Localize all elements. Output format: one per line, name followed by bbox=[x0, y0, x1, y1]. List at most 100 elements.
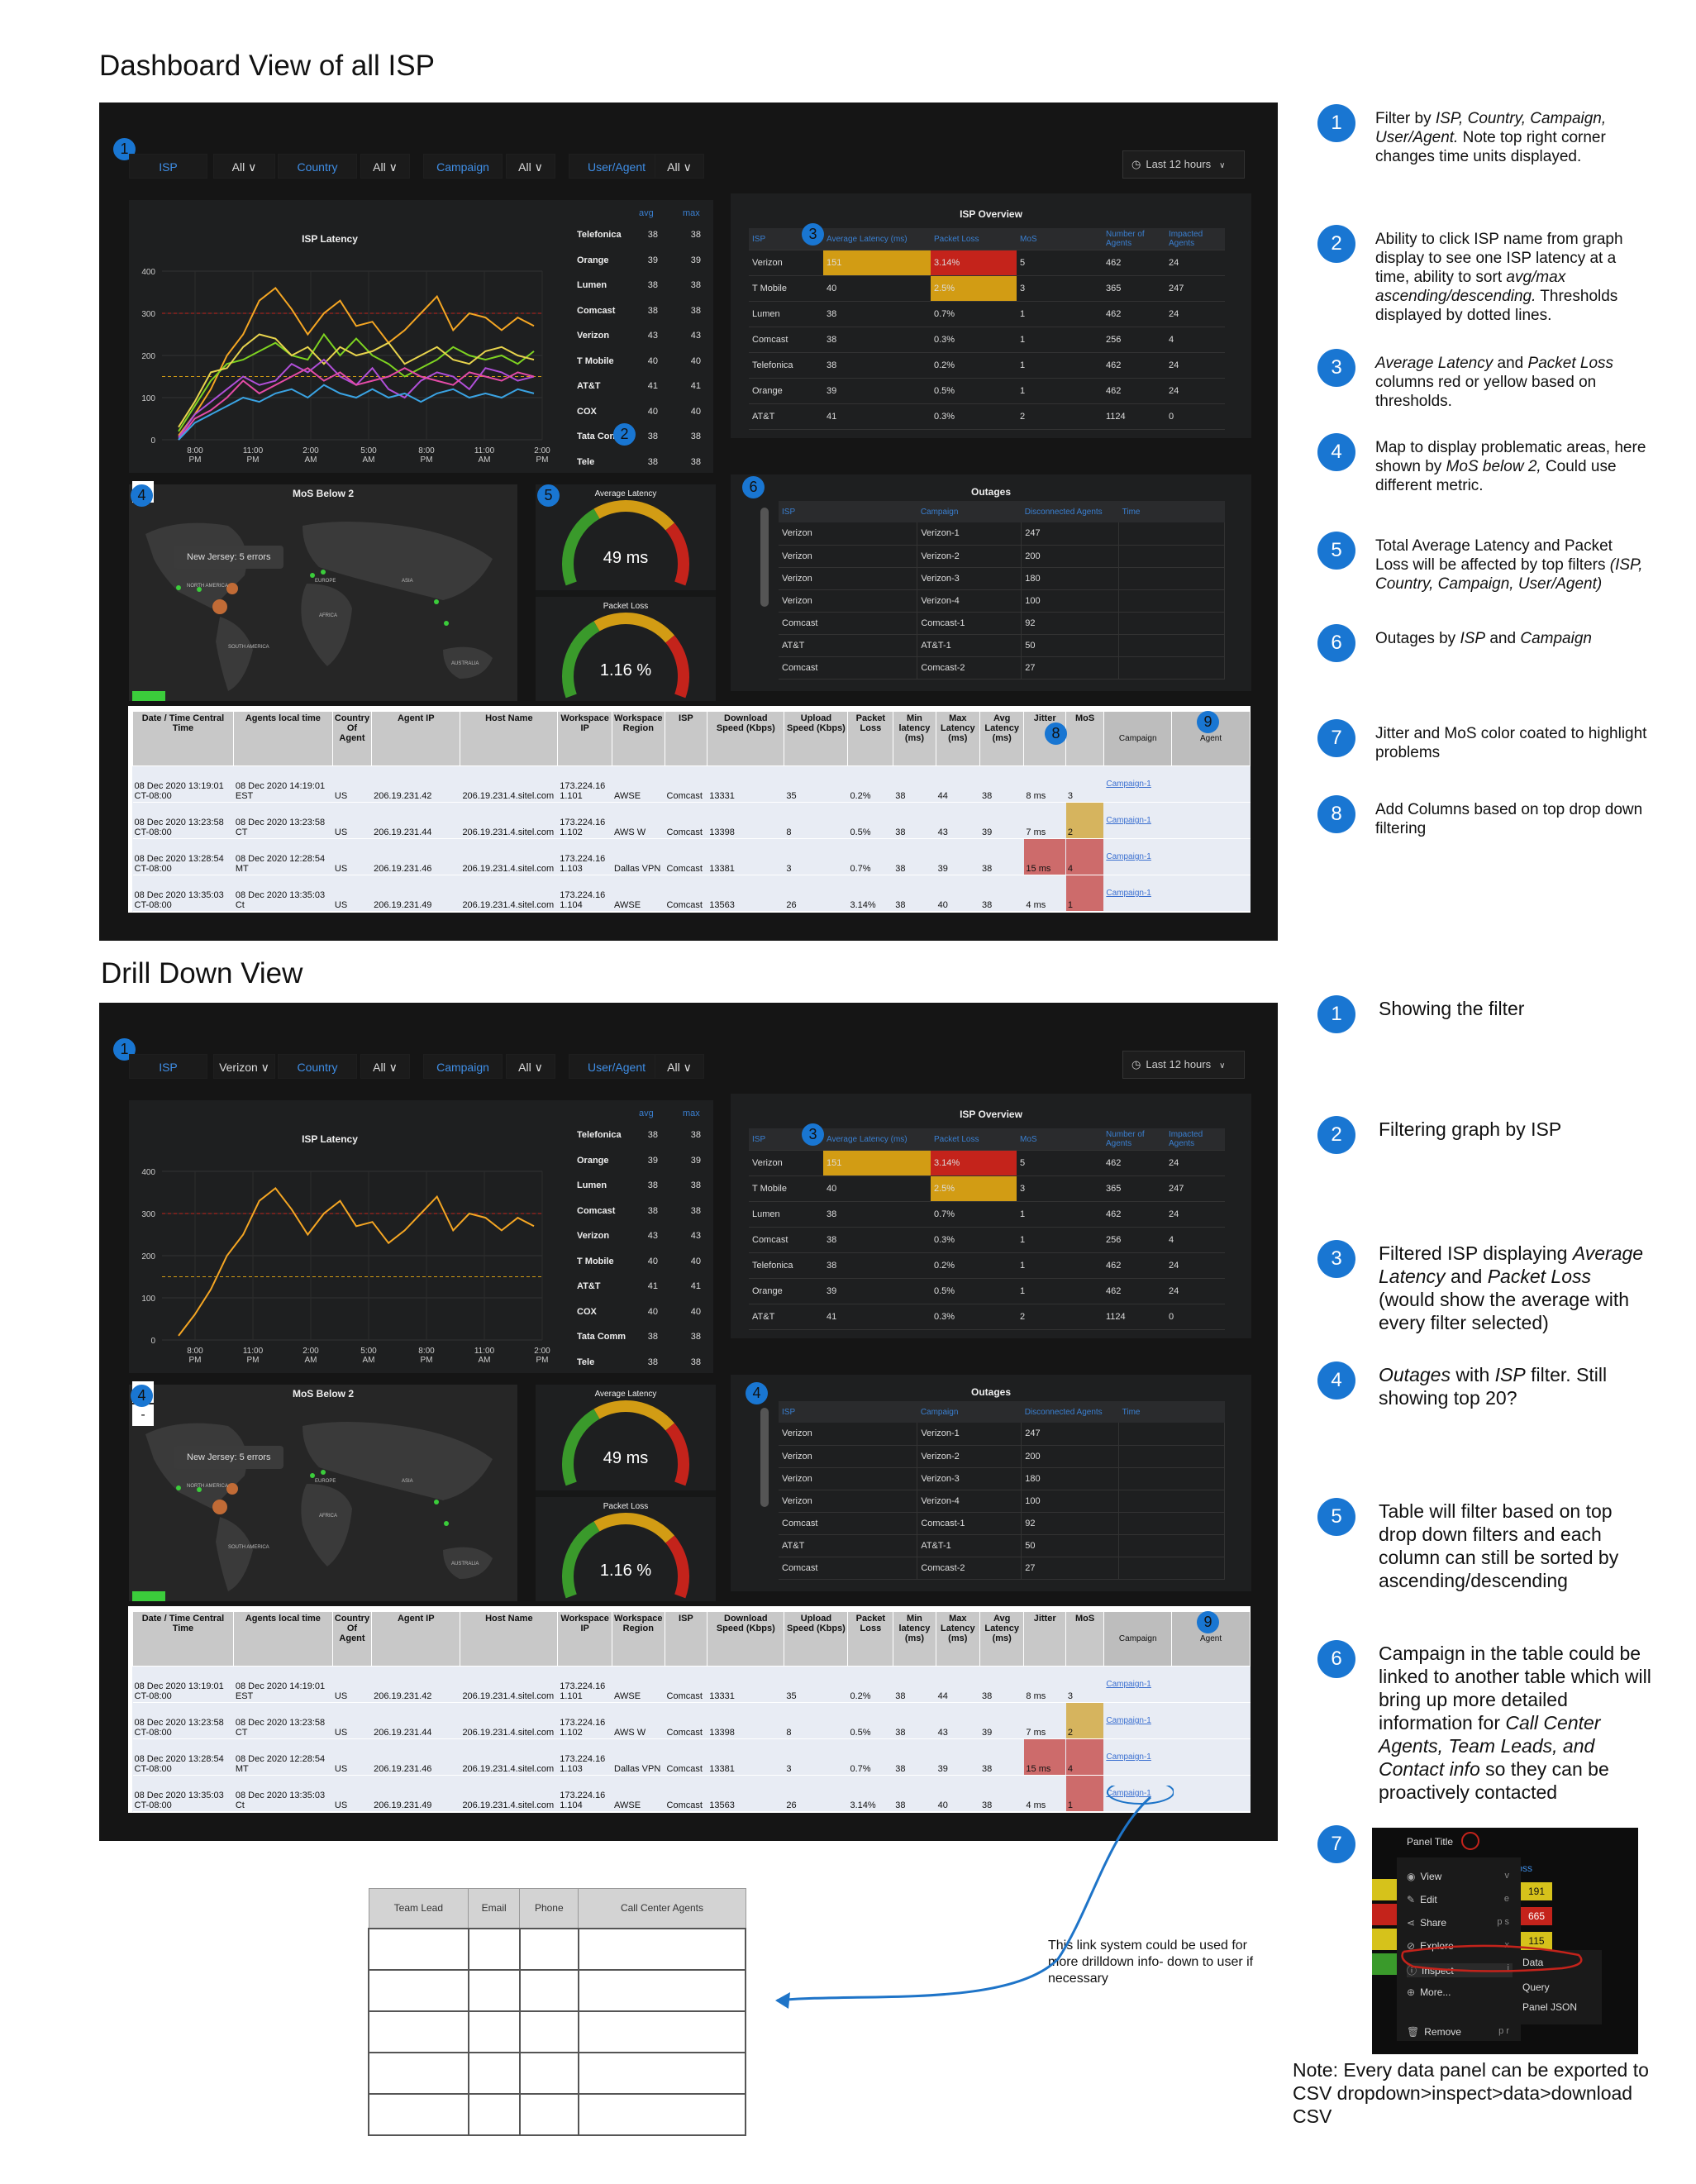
filter-isp-select[interactable]: All ∨ bbox=[213, 154, 275, 179]
agents-table-row[interactable]: 08 Dec 2020 13:28:54 CT-08:00 08 Dec 2020… bbox=[132, 838, 1251, 875]
agents-table-header[interactable]: Workspace IP bbox=[557, 1611, 613, 1667]
agents-table-header[interactable]: ISP bbox=[664, 711, 708, 766]
legend-isp-name[interactable]: T Mobile bbox=[577, 1256, 614, 1266]
agents-table-header[interactable]: Workspace IP bbox=[557, 711, 613, 766]
outages-header[interactable]: Disconnected Agents bbox=[1021, 1401, 1119, 1423]
legend-max-header[interactable]: max bbox=[683, 208, 700, 218]
agents-table-row[interactable]: 08 Dec 2020 13:23:58 CT-08:00 08 Dec 2020… bbox=[132, 1702, 1251, 1739]
legend-isp-name[interactable]: Lumen bbox=[577, 280, 607, 290]
legend-isp-name[interactable]: Tata Comm bbox=[577, 1332, 626, 1342]
agents-table-header[interactable]: Avg Latency (ms) bbox=[979, 711, 1025, 766]
contact-header[interactable]: Email bbox=[468, 1888, 521, 1929]
isp-overview-header[interactable]: Average Latency (ms) bbox=[823, 1128, 931, 1151]
agents-table-header[interactable]: Workspace Region bbox=[612, 1611, 665, 1667]
agents-table-header[interactable]: Packet Loss bbox=[847, 1611, 894, 1667]
legend-isp-name[interactable]: Tele bbox=[577, 456, 595, 467]
isp-overview-header[interactable]: Packet Loss bbox=[931, 228, 1017, 250]
outages-row[interactable]: Comcast Comcast-2 27 bbox=[779, 656, 1225, 680]
filter-country-select[interactable]: All ∨ bbox=[360, 1054, 410, 1079]
filter-campaign-select[interactable]: All ∨ bbox=[506, 154, 555, 179]
outages-row[interactable]: Comcast Comcast-1 92 bbox=[779, 1512, 1225, 1535]
agents-table-row[interactable]: 08 Dec 2020 13:28:54 CT-08:00 08 Dec 2020… bbox=[132, 1738, 1251, 1776]
isp-overview-row[interactable]: Orange 39 0.5% 1 462 24 bbox=[749, 1278, 1225, 1304]
agents-table-header[interactable]: Workspace Region bbox=[612, 711, 665, 766]
agents-table-header[interactable]: Agents local time bbox=[232, 711, 333, 766]
legend-isp-name[interactable]: Comcast bbox=[577, 1205, 616, 1216]
contact-header[interactable]: Call Center Agents bbox=[578, 1888, 746, 1929]
legend-isp-name[interactable]: COX bbox=[577, 1306, 597, 1317]
outages-row[interactable]: AT&T AT&T-1 50 bbox=[779, 634, 1225, 657]
agents-table-header[interactable]: Country Of Agent bbox=[331, 1611, 373, 1667]
legend-isp-name[interactable]: Telefonica bbox=[577, 1130, 622, 1140]
outages-header[interactable]: Time bbox=[1118, 1401, 1225, 1423]
isp-overview-row[interactable]: T Mobile 40 2.5% 3 365 247 bbox=[749, 275, 1225, 302]
agents-table-header[interactable]: Max Latency (ms) bbox=[935, 1611, 981, 1667]
legend-avg-header[interactable]: avg bbox=[639, 208, 654, 218]
agents-table-header[interactable]: Download Speed (Kbps) bbox=[707, 711, 785, 766]
isp-overview-header[interactable]: Number of Agents bbox=[1103, 228, 1165, 250]
legend-isp-name[interactable]: Verizon bbox=[577, 1231, 610, 1241]
time-range-picker[interactable]: ◷ Last 12 hours ∨ bbox=[1122, 1051, 1245, 1079]
agents-table-header[interactable]: Download Speed (Kbps) bbox=[707, 1611, 785, 1667]
outages-row[interactable]: Verizon Verizon-3 180 bbox=[779, 567, 1225, 590]
legend-isp-name[interactable]: Tata Con bbox=[577, 432, 616, 441]
agents-table-header[interactable]: Upload Speed (Kbps) bbox=[784, 1611, 849, 1667]
isp-overview-row[interactable]: Verizon 151 3.14% 5 462 24 bbox=[749, 1150, 1225, 1176]
isp-overview-header[interactable]: Number of Agents bbox=[1103, 1128, 1165, 1151]
outages-header[interactable]: Campaign bbox=[917, 501, 1022, 522]
outages-row[interactable]: AT&T AT&T-1 50 bbox=[779, 1534, 1225, 1557]
legend-isp-name[interactable]: Verizon bbox=[577, 331, 610, 341]
legend-isp-name[interactable]: T Mobile bbox=[577, 355, 614, 366]
outages-header[interactable]: Time bbox=[1118, 501, 1225, 522]
legend-isp-name[interactable]: Telefonica bbox=[577, 230, 622, 240]
isp-overview-header[interactable]: Average Latency (ms) bbox=[823, 228, 931, 250]
isp-overview-row[interactable]: Telefonica 38 0.2% 1 462 24 bbox=[749, 1252, 1225, 1279]
submenu-data[interactable]: Data bbox=[1522, 1957, 1544, 1968]
legend-isp-name[interactable]: AT&T bbox=[577, 1281, 601, 1291]
agents-table-header[interactable]: Campaign bbox=[1103, 711, 1173, 766]
outages-row[interactable]: Verizon Verizon-3 180 bbox=[779, 1467, 1225, 1490]
agents-table-row[interactable]: 08 Dec 2020 13:35:03 CT-08:00 08 Dec 2020… bbox=[132, 1775, 1251, 1812]
isp-overview-row[interactable]: Lumen 38 0.7% 1 462 24 bbox=[749, 301, 1225, 327]
panel-title-label[interactable]: Panel Title bbox=[1407, 1836, 1454, 1848]
outages-header[interactable]: Disconnected Agents bbox=[1021, 501, 1119, 522]
legend-isp-name[interactable]: Orange bbox=[577, 1155, 609, 1166]
legend-isp-name[interactable]: Orange bbox=[577, 255, 609, 265]
filter-campaign-select[interactable]: All ∨ bbox=[506, 1054, 555, 1079]
filter-agent-select[interactable]: All ∨ bbox=[655, 1054, 704, 1079]
legend-isp-name[interactable]: Comcast bbox=[577, 305, 616, 316]
outages-row[interactable]: Comcast Comcast-1 92 bbox=[779, 612, 1225, 635]
campaign-link[interactable]: Campaign-1 bbox=[1103, 802, 1173, 839]
agents-table-header[interactable]: Date / Time Central Time bbox=[132, 711, 234, 766]
isp-overview-row[interactable]: Comcast 38 0.3% 1 256 4 bbox=[749, 1227, 1225, 1253]
contact-header[interactable]: Team Lead bbox=[368, 1888, 469, 1929]
isp-overview-row[interactable]: AT&T 41 0.3% 2 1124 0 bbox=[749, 1304, 1225, 1330]
panel-menu-item[interactable]: ⋖ Share p s bbox=[1407, 1917, 1514, 1929]
legend-isp-name[interactable]: Lumen bbox=[577, 1180, 607, 1190]
isp-overview-header[interactable]: Packet Loss bbox=[931, 1128, 1017, 1151]
agents-table-row[interactable]: 08 Dec 2020 13:23:58 CT-08:00 08 Dec 2020… bbox=[132, 802, 1251, 839]
isp-overview-row[interactable]: Lumen 38 0.7% 1 462 24 bbox=[749, 1201, 1225, 1228]
panel-menu-item[interactable]: 🗑 Remove p r bbox=[1407, 2026, 1514, 2038]
campaign-link[interactable]: Campaign-1 bbox=[1103, 1702, 1173, 1739]
isp-overview-row[interactable]: Verizon 151 3.14% 5 462 24 bbox=[749, 250, 1225, 276]
panel-menu-item[interactable]: ⊕ More... bbox=[1407, 1986, 1514, 1998]
agents-table-header[interactable]: Host Name bbox=[460, 711, 559, 766]
filter-isp-select[interactable]: Verizon ∨ bbox=[213, 1054, 275, 1079]
submenu-panel-json[interactable]: Panel JSON bbox=[1522, 2001, 1578, 2013]
agents-table-header[interactable]: Date / Time Central Time bbox=[132, 1611, 234, 1667]
submenu-query[interactable]: Query bbox=[1522, 1981, 1550, 1993]
agents-table-header[interactable]: Agents local time bbox=[232, 1611, 333, 1667]
agents-table-header[interactable]: MoS bbox=[1065, 1611, 1105, 1667]
agents-table-header[interactable]: Jitter bbox=[1023, 1611, 1066, 1667]
agents-table-header[interactable]: Host Name bbox=[460, 1611, 559, 1667]
isp-overview-header[interactable]: MoS bbox=[1017, 1128, 1103, 1151]
isp-overview-row[interactable]: Orange 39 0.5% 1 462 24 bbox=[749, 378, 1225, 404]
agents-table-header[interactable]: ISP bbox=[664, 1611, 708, 1667]
agents-table-header[interactable]: Agent IP bbox=[371, 1611, 461, 1667]
panel-menu-item[interactable]: ◉ View v bbox=[1407, 1871, 1514, 1882]
zoom-out-button[interactable]: - bbox=[132, 1404, 154, 1426]
campaign-link[interactable]: Campaign-1 bbox=[1103, 1666, 1173, 1703]
agents-table-header[interactable]: Min latency (ms) bbox=[893, 711, 936, 766]
legend-isp-name[interactable]: Tele bbox=[577, 1357, 595, 1367]
